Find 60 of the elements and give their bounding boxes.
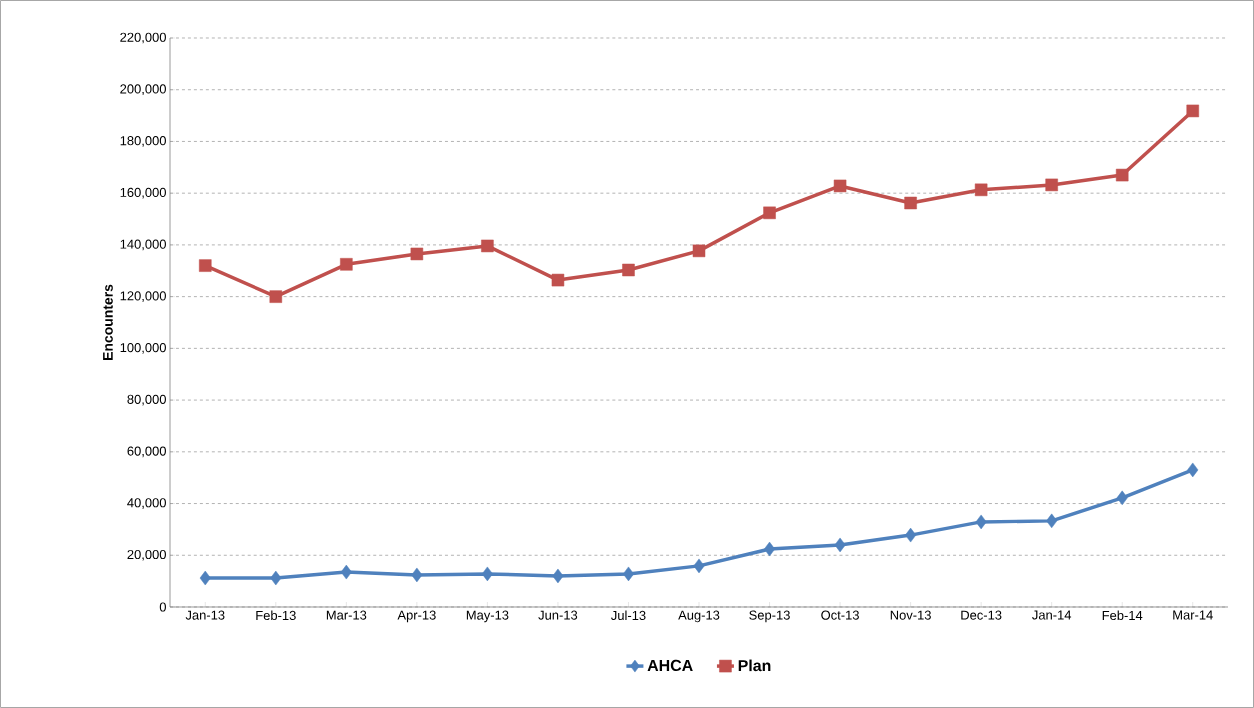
x-tick-label: Feb-14 — [1102, 610, 1143, 621]
point — [693, 558, 705, 574]
x-tick-label: May-13 — [466, 610, 509, 623]
point — [834, 537, 846, 553]
y-axis-title: Encounters — [103, 284, 113, 360]
x-tick-label: Jul-13 — [611, 610, 646, 621]
y-tick-label: 120,000 — [120, 291, 166, 302]
point — [1116, 490, 1128, 506]
y-tick-label: 80,000 — [127, 394, 166, 406]
x-tick-label: Nov-13 — [890, 610, 931, 620]
point — [269, 290, 283, 303]
x-tick-label: Dec-13 — [961, 610, 1002, 620]
y-tick-label: 20,000 — [127, 549, 166, 561]
x-tick-label: Apr-13 — [397, 610, 436, 623]
point — [763, 206, 776, 220]
y-tick-label: 200,000 — [120, 84, 166, 96]
x-tick-label: Jun-13 — [538, 610, 578, 620]
x-tick-label: Feb-13 — [256, 610, 296, 621]
legend-label: AHCA — [647, 659, 693, 672]
x-tick-label: Oct-13 — [821, 610, 859, 620]
point — [975, 514, 987, 530]
point — [410, 247, 424, 261]
point — [833, 179, 847, 193]
x-tick-label: Jan-14 — [1032, 610, 1072, 620]
y-tick-label: 40,000 — [127, 498, 166, 509]
point — [199, 570, 211, 586]
y-tick-label: 60,000 — [127, 446, 166, 458]
point — [481, 566, 493, 582]
point — [411, 567, 423, 583]
point — [552, 568, 564, 584]
point — [1187, 462, 1199, 478]
y-tick-label: 160,000 — [120, 187, 166, 199]
point — [905, 527, 917, 543]
x-tick-label: Sep-13 — [749, 610, 790, 623]
point — [551, 273, 565, 287]
point — [622, 566, 634, 582]
x-tick-label: Mar-13 — [326, 610, 367, 620]
point — [1115, 168, 1129, 182]
y-tick-label: 140,000 — [120, 239, 166, 251]
y-tick-label: 0 — [159, 602, 166, 612]
point — [199, 259, 212, 272]
point — [692, 244, 706, 258]
point — [974, 183, 988, 197]
point — [340, 258, 353, 271]
point — [1046, 513, 1058, 529]
y-tick-label: 220,000 — [120, 32, 166, 44]
point — [622, 263, 635, 277]
y-tick-label: 180,000 — [120, 136, 166, 147]
x-tick-label: Aug-13 — [678, 610, 720, 623]
legend-label: Plan — [738, 659, 771, 672]
x-tick-label: Jan-13 — [185, 610, 225, 620]
point — [904, 196, 917, 210]
x-tick-label: Mar-14 — [1173, 610, 1213, 620]
point — [270, 570, 282, 586]
y-tick-label: 100,000 — [120, 343, 166, 354]
point — [340, 564, 352, 580]
point — [1045, 178, 1058, 192]
point — [481, 239, 494, 253]
point — [764, 541, 776, 557]
point — [1186, 104, 1199, 118]
